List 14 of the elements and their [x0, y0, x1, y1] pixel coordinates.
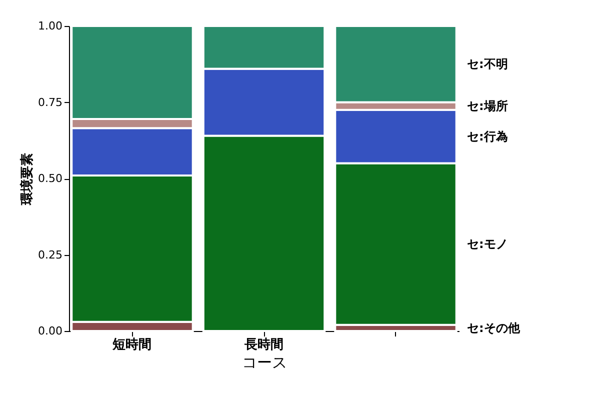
y-tick-label: 0.00	[38, 324, 62, 338]
series-label: セ:不明	[467, 57, 508, 72]
series-label: セ:行為	[467, 130, 508, 144]
x-axis-title: コース	[242, 354, 287, 372]
series-label: セ:モノ	[467, 237, 508, 252]
y-tick-label: 0.50	[38, 172, 62, 185]
y-tick-label: 0.75	[38, 96, 62, 109]
x-tick-label: 長時間	[244, 338, 284, 352]
series-label: セ:その他	[467, 320, 521, 335]
y-axis-title: 環境要素	[19, 153, 36, 206]
y-tick-label: 0.25	[38, 248, 62, 262]
series-label: セ:場所	[467, 99, 508, 114]
y-tick-label: 1.00	[38, 20, 62, 32]
x-tick-label: 短時間	[112, 338, 152, 352]
